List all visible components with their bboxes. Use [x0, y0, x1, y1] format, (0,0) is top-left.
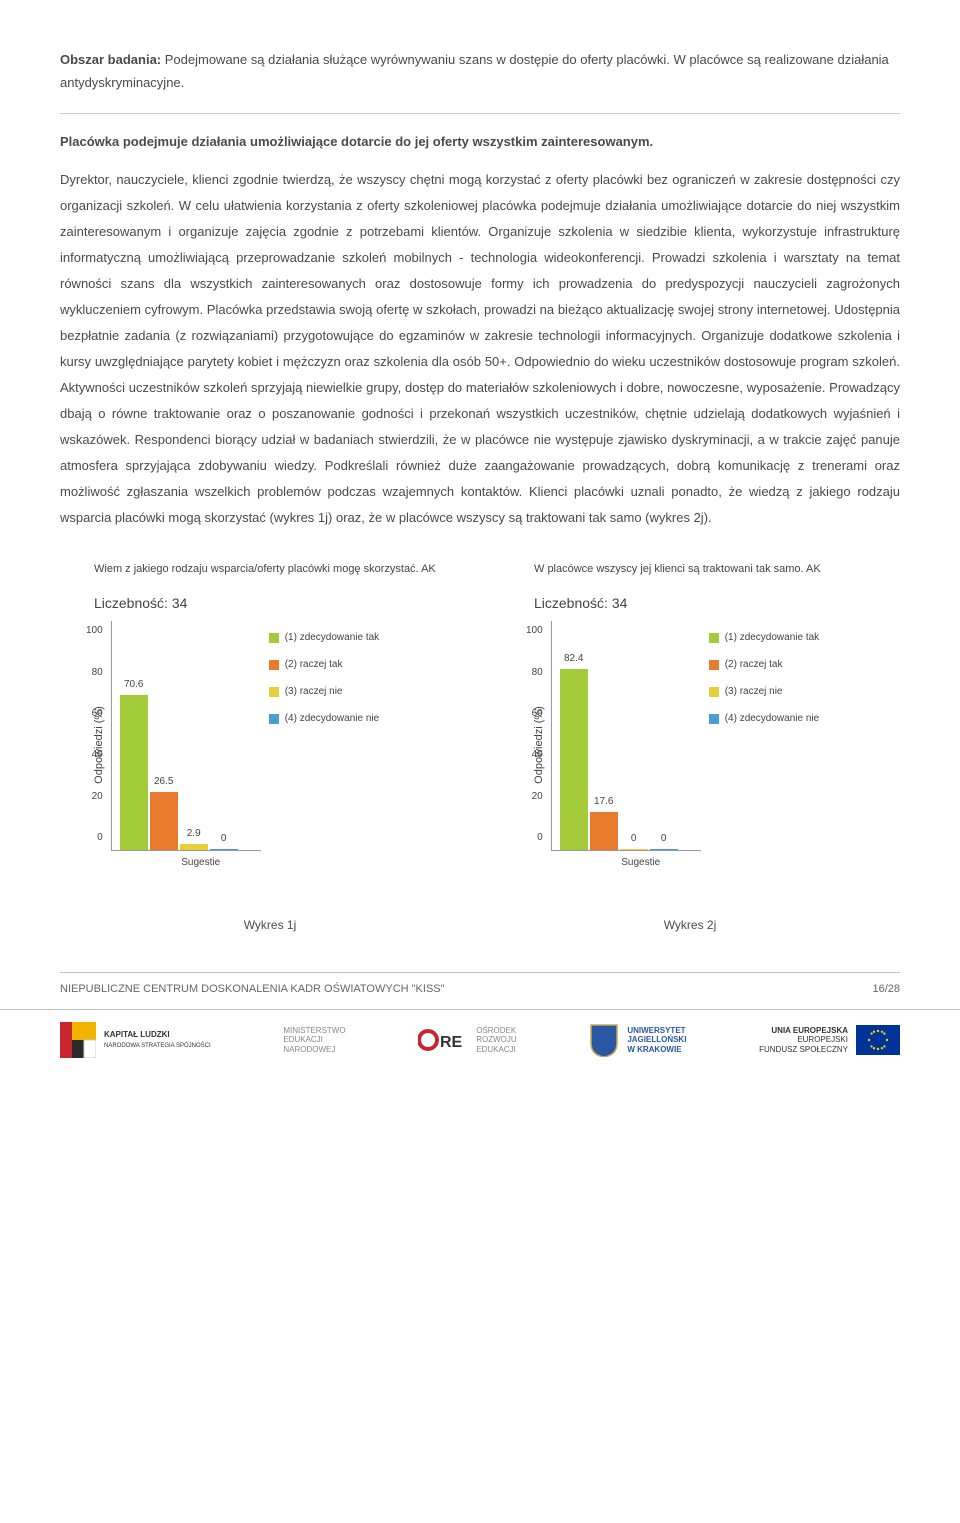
- bar: 82.4: [560, 669, 588, 850]
- logo-text: JAGIELLOŃSKI: [627, 1035, 686, 1044]
- legend-item: (2) raczej tak: [269, 658, 380, 671]
- legend-item: (2) raczej tak: [709, 658, 820, 671]
- legend-item: (1) zdecydowanie tak: [269, 631, 380, 644]
- chart-left-title: Wiem z jakiego rodzaju wsparcia/oferty p…: [60, 561, 460, 578]
- legend-swatch: [269, 687, 279, 697]
- chart-right-legend: (1) zdecydowanie tak (2) raczej tak (3) ra…: [709, 621, 820, 868]
- legend-item: (4) zdecydowanie nie: [709, 712, 820, 725]
- ytick: 100: [86, 625, 103, 636]
- logo-eu: UNIA EUROPEJSKAEUROPEJSKIFUNDUSZ SPOŁECZ…: [759, 1025, 900, 1055]
- logo-ore: RE OŚRODEKROZWOJUEDUKACJI: [418, 1025, 516, 1055]
- logo-text: NARODOWA STRATEGIA SPÓJNOŚCI: [104, 1043, 211, 1049]
- legend-swatch: [269, 660, 279, 670]
- logo-text: W KRAKOWIE: [627, 1045, 681, 1054]
- legend-swatch: [709, 687, 719, 697]
- ytick: 20: [526, 791, 543, 802]
- legend-swatch: [709, 714, 719, 724]
- bar-value: 0: [631, 833, 637, 844]
- ytick: 20: [86, 791, 103, 802]
- area-text: Podejmowane są działania służące wyrówny…: [60, 52, 889, 90]
- bar-value: 0: [661, 833, 667, 844]
- legend-label: (2) raczej tak: [285, 658, 343, 671]
- logo-kapital: KAPITAŁ LUDZKI NARODOWA STRATEGIA SPÓJNOŚ…: [60, 1022, 211, 1058]
- legend-swatch: [709, 660, 719, 670]
- divider: [60, 113, 900, 114]
- body-paragraph: Dyrektor, nauczyciele, klienci zgodnie t…: [60, 167, 900, 531]
- bar-value: 2.9: [187, 828, 201, 839]
- bar: 0: [650, 849, 678, 850]
- eu-flag-icon: [856, 1025, 900, 1055]
- legend-label: (1) zdecydowanie tak: [285, 631, 380, 644]
- legend-label: (4) zdecydowanie nie: [725, 712, 820, 725]
- bar: 70.6: [120, 695, 148, 850]
- chart-left: Wiem z jakiego rodzaju wsparcia/oferty p…: [60, 561, 460, 869]
- chart-left-plot: 70.626.52.90: [111, 621, 261, 851]
- ytick: 100: [526, 625, 543, 636]
- legend-label: (3) raczej nie: [725, 685, 783, 698]
- legend-swatch: [269, 714, 279, 724]
- caption-right: Wykres 2j: [480, 918, 900, 932]
- chart-left-count: Liczebność: 34: [60, 595, 460, 611]
- logo-bar: KAPITAŁ LUDZKI NARODOWA STRATEGIA SPÓJNOŚ…: [0, 1009, 960, 1076]
- bar-value: 70.6: [124, 679, 143, 690]
- logo-text: KAPITAŁ LUDZKI: [104, 1030, 170, 1039]
- chart-left-ylabel: Odpowiedzi (%): [93, 706, 105, 784]
- area-label: Obszar badania:: [60, 52, 161, 67]
- logo-text: OŚRODEK: [476, 1026, 516, 1035]
- logo-text: NARODOWEJ: [283, 1045, 335, 1054]
- chart-right-plot: 82.417.600: [551, 621, 701, 851]
- logo-men: MINISTERSTWOEDUKACJINARODOWEJ: [283, 1026, 345, 1055]
- legend-label: (3) raczej nie: [285, 685, 343, 698]
- chart-right-ylabel: Odpowiedzi (%): [533, 706, 545, 784]
- caption-left: Wykres 1j: [60, 918, 480, 932]
- bar: 26.5: [150, 792, 178, 850]
- kapital-icon: [60, 1022, 96, 1058]
- logo-uj: UNIWERSYTETJAGIELLOŃSKIW KRAKOWIE: [589, 1023, 686, 1057]
- legend-item: (3) raczej nie: [269, 685, 380, 698]
- sub-heading: Placówka podejmuje działania umożliwiają…: [60, 134, 900, 149]
- chart-left-legend: (1) zdecydowanie tak (2) raczej tak (3) ra…: [269, 621, 380, 868]
- legend-item: (4) zdecydowanie nie: [269, 712, 380, 725]
- area-header: Obszar badania: Podejmowane są działania…: [60, 48, 900, 95]
- bar-value: 82.4: [564, 653, 583, 664]
- legend-item: (1) zdecydowanie tak: [709, 631, 820, 644]
- ytick: 80: [526, 667, 543, 678]
- ytick: 0: [526, 832, 543, 843]
- legend-label: (2) raczej tak: [725, 658, 783, 671]
- charts-row: Wiem z jakiego rodzaju wsparcia/oferty p…: [60, 561, 900, 869]
- chart-right: W placówce wszyscy jej klienci są trakto…: [500, 561, 900, 869]
- chart-right-xlabel: Sugestie: [581, 857, 701, 868]
- chart-left-xlabel: Sugestie: [141, 857, 261, 868]
- logo-text: FUNDUSZ SPOŁECZNY: [759, 1045, 848, 1054]
- ytick: 80: [86, 667, 103, 678]
- logo-text: ROZWOJU: [476, 1035, 516, 1044]
- legend-swatch: [709, 633, 719, 643]
- logo-text: EDUKACJI: [476, 1045, 516, 1054]
- bar: 0: [210, 849, 238, 850]
- logo-text: EUROPEJSKI: [797, 1035, 848, 1044]
- logo-text: UNIWERSYTET: [627, 1026, 685, 1035]
- uj-shield-icon: [589, 1023, 619, 1057]
- chart-right-title: W placówce wszyscy jej klienci są trakto…: [500, 561, 900, 578]
- bar-value: 0: [221, 833, 227, 844]
- chart-right-count: Liczebność: 34: [500, 595, 900, 611]
- legend-item: (3) raczej nie: [709, 685, 820, 698]
- bar-value: 17.6: [594, 796, 613, 807]
- bar-value: 26.5: [154, 776, 173, 787]
- bar: 2.9: [180, 844, 208, 850]
- legend-label: (1) zdecydowanie tak: [725, 631, 820, 644]
- logo-text: UNIA EUROPEJSKA: [771, 1026, 848, 1035]
- footer-page: 16/28: [872, 983, 900, 995]
- ore-icon: RE: [418, 1025, 468, 1055]
- ytick: 0: [86, 832, 103, 843]
- svg-text:RE: RE: [440, 1034, 463, 1051]
- legend-label: (4) zdecydowanie nie: [285, 712, 380, 725]
- logo-text: EDUKACJI: [283, 1035, 323, 1044]
- footer-org: NIEPUBLICZNE CENTRUM DOSKONALENIA KADR O…: [60, 983, 445, 995]
- logo-text: MINISTERSTWO: [283, 1026, 345, 1035]
- legend-swatch: [269, 633, 279, 643]
- bar: 0: [620, 849, 648, 850]
- bar: 17.6: [590, 812, 618, 851]
